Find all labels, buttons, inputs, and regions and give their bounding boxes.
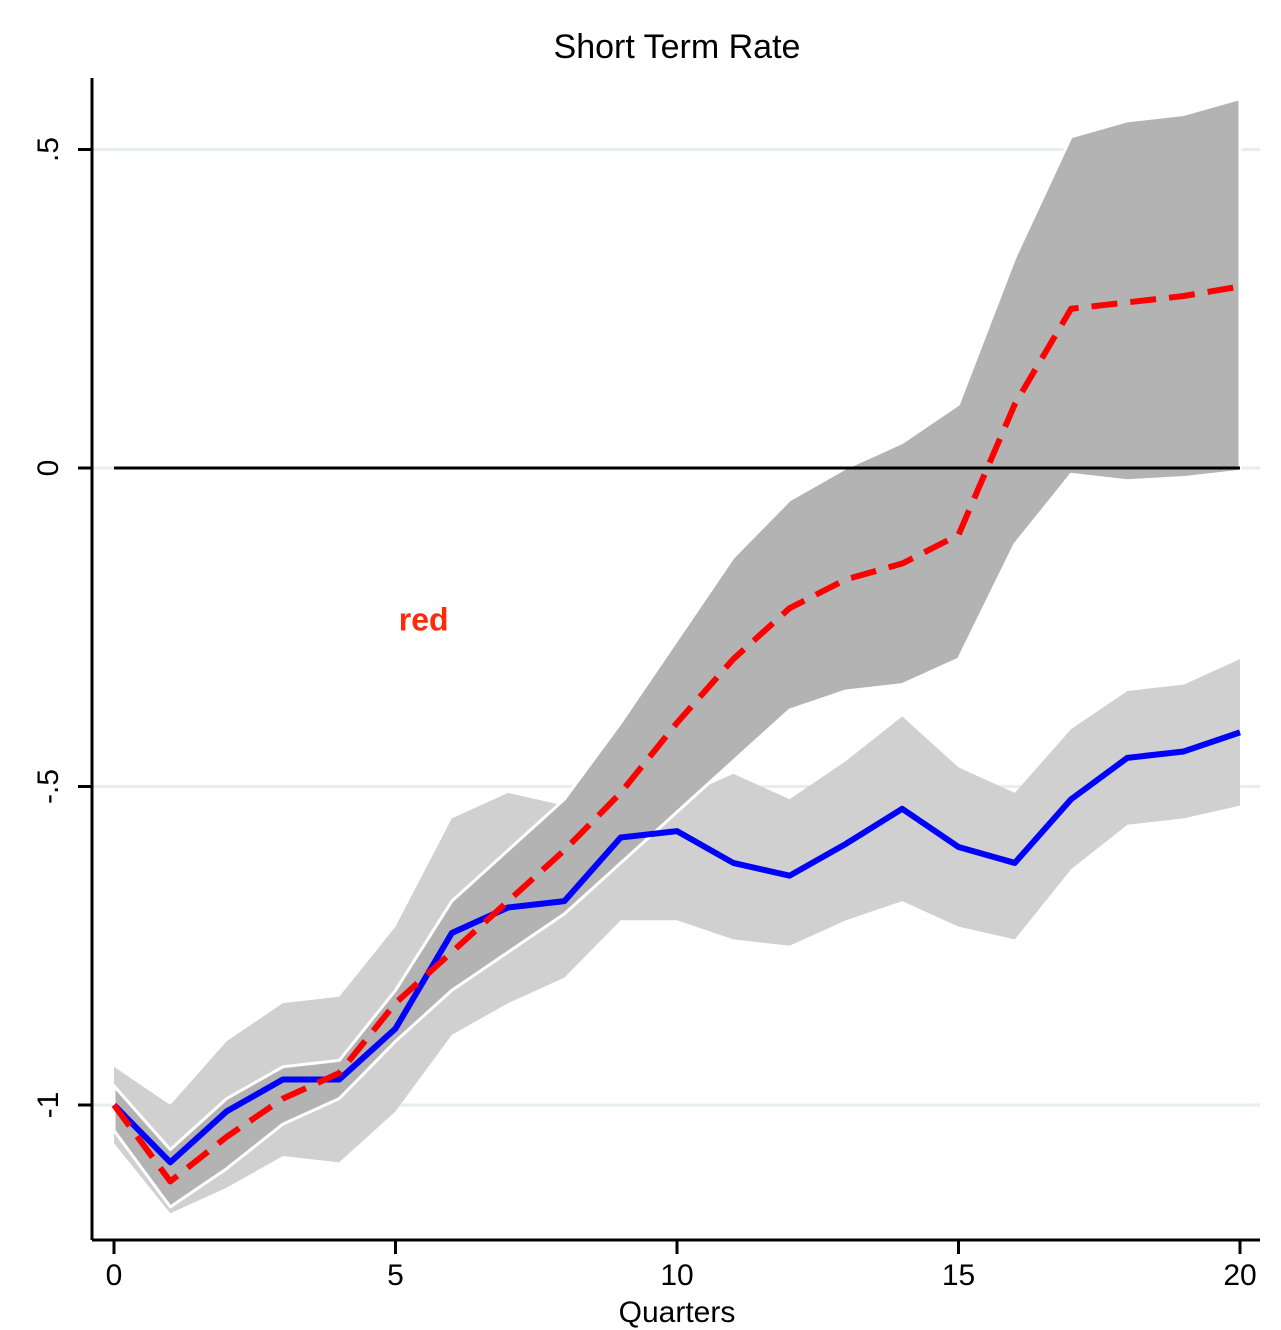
series-line-1 [111, 283, 1241, 1185]
y-tick-label-2: 0 [32, 460, 65, 477]
series-line-0 [111, 729, 1241, 1166]
x-tick-label-2: 10 [660, 1259, 693, 1292]
confidence-bands [112, 97, 1242, 1214]
annotation-0: red [399, 601, 449, 637]
x-axis-label: Quarters [619, 1296, 736, 1329]
confidence-band-0 [114, 659, 1240, 1214]
annotations: red [399, 601, 449, 637]
y-tick-label-1: -.5 [32, 769, 65, 804]
x-tick-label-1: 5 [387, 1259, 404, 1292]
tick-labels: 0 5 10 15 20 -1 -.5 0 .5 [32, 137, 1257, 1292]
y-tick-label-3: .5 [32, 137, 65, 162]
confidence-band-1 [112, 97, 1242, 1209]
x-tick-label-0: 0 [106, 1259, 123, 1292]
series-lines [111, 283, 1241, 1185]
y-tick-label-0: -1 [32, 1092, 65, 1119]
x-tick-label-3: 15 [942, 1259, 975, 1292]
x-tick-label-4: 20 [1223, 1259, 1256, 1292]
chart-title: Short Term Rate [554, 28, 801, 66]
